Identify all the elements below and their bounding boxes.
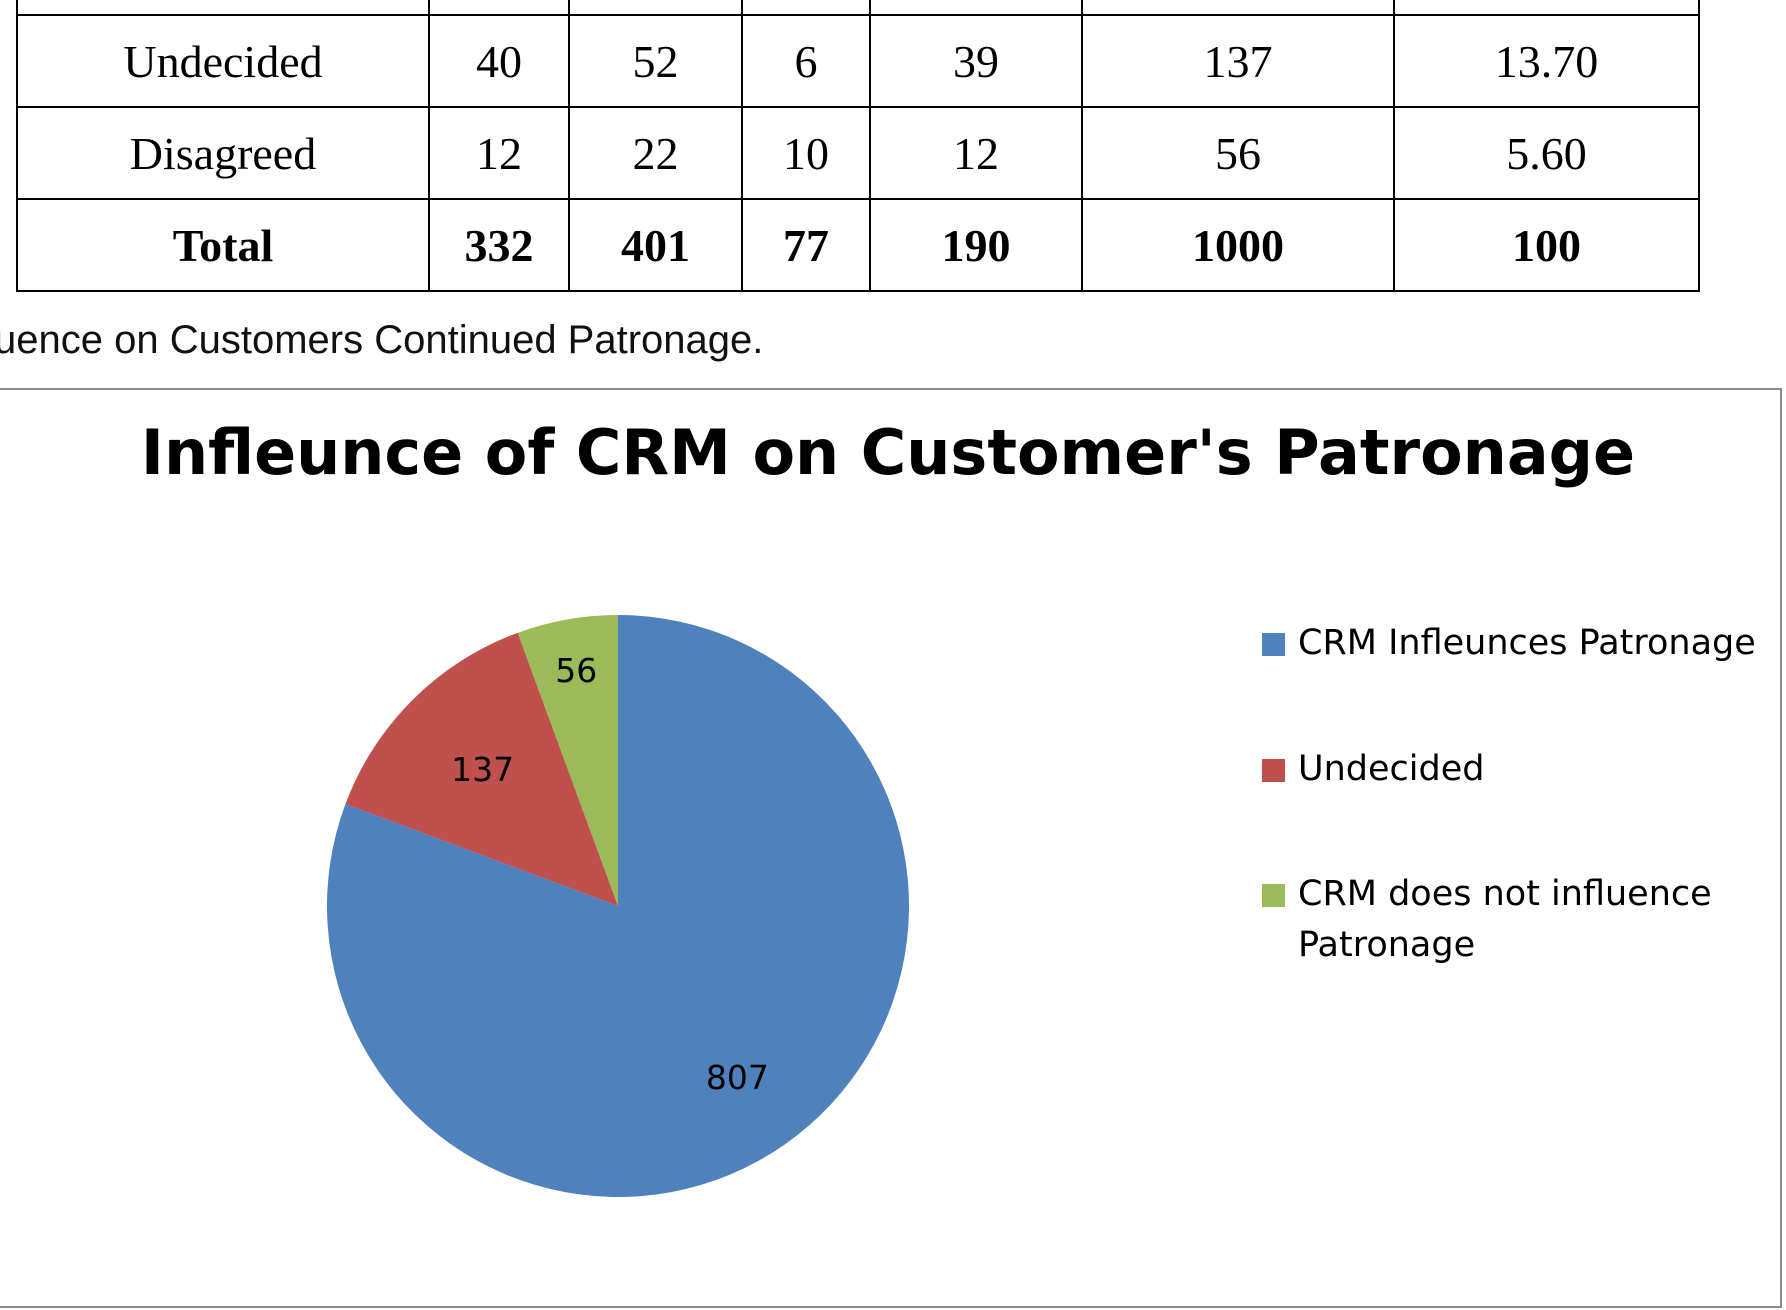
table-cell: 190 <box>869 198 1083 292</box>
chart-frame: Infleunce of CRM on Customer's Patronage… <box>0 388 1782 1308</box>
figure-caption: uence on Customers Continued Patronage. <box>0 318 764 362</box>
table-cell: 1000 <box>1081 198 1395 292</box>
table-row-total: Total 332 401 77 190 1000 100 <box>16 198 1700 292</box>
row-label: Total <box>16 198 430 292</box>
table-cell: 77 <box>741 198 871 292</box>
results-table: Undecided 40 52 6 39 137 13.70 Disagreed… <box>16 0 1700 292</box>
pie-slice-undecided <box>345 632 618 906</box>
table-cell: 12 <box>428 106 570 200</box>
table-cell: 56 <box>1081 106 1395 200</box>
table-cell: 52 <box>568 14 743 108</box>
legend-label: CRM Infleunces Patronage <box>1298 623 1756 663</box>
row-label: Disagreed <box>16 106 430 200</box>
legend-swatch <box>1262 759 1285 782</box>
pie-slice-crm-does-not-influence-patronage <box>517 615 618 906</box>
table-cell: 39 <box>869 14 1083 108</box>
legend-label: Patronage <box>1298 925 1475 965</box>
pie-slices <box>326 615 910 1197</box>
table-cell: 100 <box>1393 198 1700 292</box>
table-cell: 137 <box>1081 14 1395 108</box>
pie-chart: Infleunce of CRM on Customer's Patronage… <box>141 416 1756 1197</box>
legend: CRM Infleunces Patronage Undecided CRM doe… <box>1262 623 1756 965</box>
data-label-crm-infleunces-patronage: 807 <box>706 1058 769 1097</box>
row-label: Undecided <box>16 14 430 108</box>
table-row-top-stub <box>16 0 1700 16</box>
table-row-undecided: Undecided 40 52 6 39 137 13.70 <box>16 14 1700 108</box>
table-row-disagreed: Disagreed 12 22 10 12 56 5.60 <box>16 106 1700 200</box>
table-cell: 10 <box>741 106 871 200</box>
legend-item-crm-infleunces-patronage: CRM Infleunces Patronage <box>1262 623 1756 663</box>
table-cell: 40 <box>428 14 570 108</box>
table-cell: 22 <box>568 106 743 200</box>
table-cell: 6 <box>741 14 871 108</box>
legend-item-crm-does-not-influence-patronage: CRM does not influence Patronage <box>1262 874 1712 965</box>
table-cell: 332 <box>428 198 570 292</box>
legend-label: CRM does not influence <box>1298 874 1712 914</box>
data-label-undecided: 137 <box>451 750 514 789</box>
table-cell: 13.70 <box>1393 14 1700 108</box>
legend-item-undecided: Undecided <box>1262 749 1484 789</box>
table-cell: 401 <box>568 198 743 292</box>
table-cell: 5.60 <box>1393 106 1700 200</box>
legend-swatch <box>1262 884 1285 907</box>
table-cell: 12 <box>869 106 1083 200</box>
legend-swatch <box>1262 633 1285 656</box>
chart-title: Infleunce of CRM on Customer's Patronage <box>141 416 1635 489</box>
pie-data-labels: 807 137 56 <box>451 651 769 1097</box>
legend-label: Undecided <box>1298 749 1484 789</box>
data-label-crm-does-not-influence-patronage: 56 <box>555 651 597 690</box>
